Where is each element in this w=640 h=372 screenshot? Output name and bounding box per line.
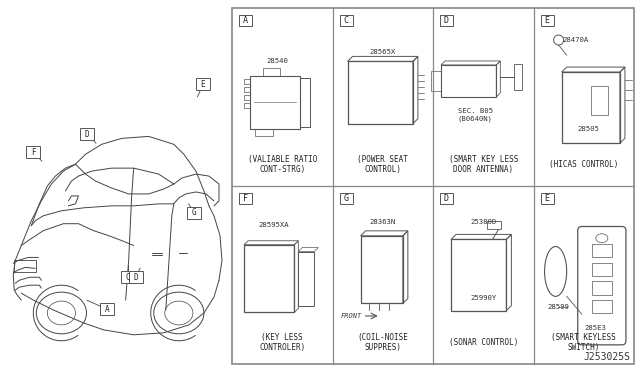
Text: J253025S: J253025S bbox=[583, 352, 630, 362]
Bar bbox=[196, 78, 210, 90]
Text: (POWER SEAT
CONTROL): (POWER SEAT CONTROL) bbox=[357, 155, 408, 174]
Text: G: G bbox=[344, 194, 349, 203]
Bar bbox=[592, 281, 612, 295]
Text: A: A bbox=[243, 16, 248, 25]
Text: (KEY LESS
CONTROLER): (KEY LESS CONTROLER) bbox=[259, 333, 305, 352]
Bar bbox=[592, 300, 612, 313]
Bar bbox=[541, 193, 554, 204]
Bar bbox=[250, 76, 300, 129]
Bar bbox=[451, 240, 506, 311]
Bar bbox=[121, 271, 135, 283]
Text: (SMART KEYLESS
SWITCH): (SMART KEYLESS SWITCH) bbox=[552, 333, 616, 352]
Bar bbox=[361, 236, 403, 304]
Bar bbox=[441, 65, 496, 97]
Text: C: C bbox=[344, 16, 349, 25]
Bar bbox=[187, 207, 201, 219]
Text: E: E bbox=[201, 80, 205, 89]
Bar bbox=[244, 94, 250, 100]
Text: D: D bbox=[444, 194, 449, 203]
Text: 25380D: 25380D bbox=[470, 219, 497, 225]
Text: D: D bbox=[133, 273, 138, 282]
Text: SEC. B05
(B0640N): SEC. B05 (B0640N) bbox=[458, 108, 493, 122]
Bar bbox=[515, 64, 522, 90]
Text: (SONAR CONTROL): (SONAR CONTROL) bbox=[449, 338, 518, 347]
Text: 28363N: 28363N bbox=[370, 219, 396, 225]
Bar bbox=[100, 303, 114, 315]
Text: F: F bbox=[243, 194, 248, 203]
Text: F: F bbox=[31, 148, 35, 157]
Bar bbox=[541, 15, 554, 26]
Text: G: G bbox=[192, 208, 196, 217]
Text: (VALIABLE RATIO
CONT-STRG): (VALIABLE RATIO CONT-STRG) bbox=[248, 155, 317, 174]
Text: 28540: 28540 bbox=[266, 58, 288, 64]
Text: 28599: 28599 bbox=[548, 304, 570, 310]
Bar bbox=[244, 78, 250, 84]
Text: C: C bbox=[125, 273, 131, 282]
Bar bbox=[562, 72, 620, 143]
Bar bbox=[244, 103, 250, 108]
Text: (SMART KEY LESS
DOOR ANTENNA): (SMART KEY LESS DOOR ANTENNA) bbox=[449, 155, 518, 174]
Bar bbox=[232, 8, 634, 364]
Bar bbox=[431, 71, 441, 91]
Text: 28595XA: 28595XA bbox=[259, 222, 289, 228]
Bar bbox=[80, 128, 94, 140]
Bar bbox=[298, 251, 314, 306]
Bar bbox=[348, 61, 413, 124]
Bar bbox=[262, 68, 280, 76]
Text: E: E bbox=[545, 194, 550, 203]
Bar bbox=[592, 263, 612, 276]
Text: A: A bbox=[105, 305, 109, 314]
Bar bbox=[592, 244, 612, 257]
Bar bbox=[244, 87, 250, 92]
Text: 28470A: 28470A bbox=[563, 37, 589, 43]
Bar bbox=[255, 129, 273, 136]
Text: 28565X: 28565X bbox=[370, 49, 396, 55]
Text: D: D bbox=[84, 130, 90, 139]
Bar bbox=[440, 15, 453, 26]
Text: 285E3: 285E3 bbox=[585, 326, 607, 331]
Text: D: D bbox=[444, 16, 449, 25]
Text: (COIL-NOISE
SUPPRES): (COIL-NOISE SUPPRES) bbox=[357, 333, 408, 352]
Bar bbox=[129, 271, 143, 283]
Bar bbox=[300, 78, 310, 127]
Text: FRONT: FRONT bbox=[340, 313, 362, 319]
Bar bbox=[339, 15, 353, 26]
Text: 25990Y: 25990Y bbox=[470, 295, 497, 301]
Bar bbox=[244, 245, 294, 312]
Bar bbox=[14, 260, 36, 272]
Text: (HICAS CONTROL): (HICAS CONTROL) bbox=[549, 160, 618, 169]
Text: E: E bbox=[545, 16, 550, 25]
Bar bbox=[239, 193, 252, 204]
Bar bbox=[239, 15, 252, 26]
Bar bbox=[440, 193, 453, 204]
Bar bbox=[339, 193, 353, 204]
Bar bbox=[487, 221, 501, 230]
Text: 28505: 28505 bbox=[578, 126, 600, 132]
Bar bbox=[591, 86, 608, 115]
Bar bbox=[26, 146, 40, 158]
